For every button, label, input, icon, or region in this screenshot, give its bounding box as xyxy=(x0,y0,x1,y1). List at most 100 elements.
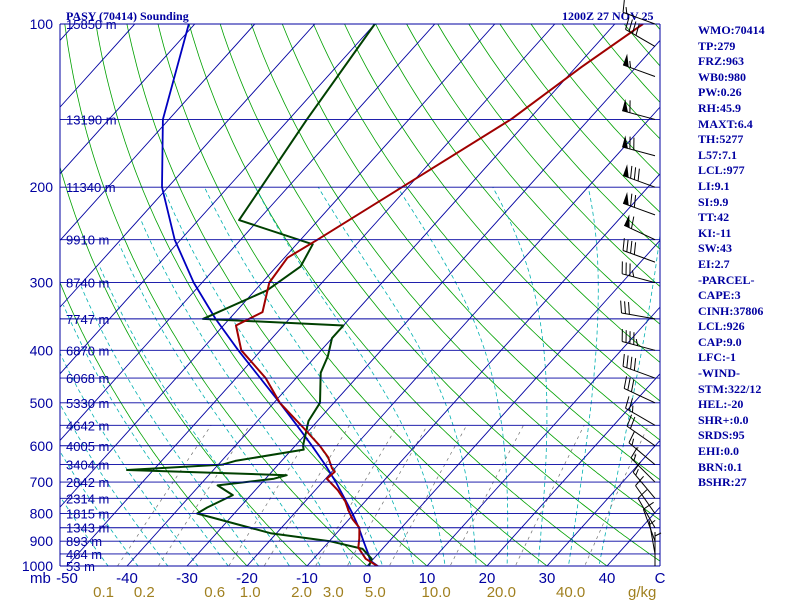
wind-barb xyxy=(622,99,656,120)
mixing-ratio-label: 2.0 xyxy=(291,584,312,600)
temperature-tick-label: -10 xyxy=(296,570,318,587)
moist-adiabat xyxy=(118,244,321,566)
mixing-ratio-label: 40.0 xyxy=(556,584,585,600)
parcel-trace xyxy=(161,24,380,566)
wind-barb-feather xyxy=(635,338,639,346)
dry-adiabat xyxy=(592,24,660,103)
index-line: L57:7.1 xyxy=(698,147,737,162)
index-line: TH:5277 xyxy=(698,132,744,147)
mixing-ratio-line xyxy=(117,425,212,566)
height-label: 893 m xyxy=(66,534,102,549)
isotherm xyxy=(486,373,660,566)
wind-barb-feather xyxy=(633,195,637,208)
isotherm xyxy=(60,24,436,442)
wind-barb-feather xyxy=(630,356,633,370)
pressure-tick-label: 400 xyxy=(30,342,54,358)
dry-adiabat xyxy=(281,24,660,481)
mixing-ratio-label: 0.6 xyxy=(204,584,225,600)
dry-adiabat xyxy=(60,281,248,566)
wind-barb xyxy=(628,431,656,465)
wind-barb xyxy=(622,0,656,25)
wind-barb-feather xyxy=(625,7,628,14)
height-label: 6068 m xyxy=(66,371,109,386)
moist-adiabat xyxy=(492,187,548,566)
wind-barb-feather xyxy=(649,519,656,525)
mixing-ratio-label: 3.0 xyxy=(323,584,344,600)
wind-barb xyxy=(622,135,656,157)
index-line: WB0:980 xyxy=(698,69,746,84)
wind-barb-feather xyxy=(635,475,644,486)
dry-adiabat xyxy=(64,24,368,566)
index-line: -PARCEL- xyxy=(698,272,755,287)
wind-barb-shaft xyxy=(622,110,656,120)
wind-barb-feather xyxy=(654,532,662,537)
pressure-tick-label: 500 xyxy=(30,395,54,411)
moist-adiabat xyxy=(140,219,352,566)
wind-barb xyxy=(623,214,656,241)
plot-area xyxy=(60,24,660,566)
index-line: CINH:37806 xyxy=(698,303,764,318)
height-label: 2314 m xyxy=(66,491,109,506)
dry-adiabat xyxy=(126,24,488,566)
dry-adiabat xyxy=(406,24,660,325)
wind-barb-feather xyxy=(633,167,637,180)
index-line: SRDS:95 xyxy=(698,428,745,443)
pressure-tick-label: 200 xyxy=(30,179,54,195)
isotherm xyxy=(366,239,660,566)
wind-barb-feather xyxy=(643,501,654,510)
wind-barb-shaft xyxy=(621,312,656,320)
wind-barb-feather xyxy=(628,398,633,411)
wind-barb-feather xyxy=(624,301,626,314)
index-line: BRN:0.1 xyxy=(698,459,743,474)
wind-barb-feather xyxy=(637,168,640,182)
dry-adiabat xyxy=(344,24,660,402)
mixing-ratio-line xyxy=(228,425,317,566)
isotherm xyxy=(60,24,316,308)
wind-barb xyxy=(632,461,656,499)
title-right: 1200Z 27 NOV 25 xyxy=(562,9,654,23)
dry-adiabat xyxy=(375,24,660,363)
pressure-unit-label: mb xyxy=(30,570,51,587)
wind-barb-pennant xyxy=(623,191,629,206)
wind-barb-feather xyxy=(629,60,632,68)
index-line: TP:279 xyxy=(698,38,736,53)
wind-barb-shaft xyxy=(622,11,656,25)
height-label: 53 m xyxy=(66,559,95,574)
temperature-tick-label: 30 xyxy=(539,570,556,587)
wind-barb-shaft xyxy=(623,388,656,404)
mixing-ratio-label: 1.0 xyxy=(240,584,261,600)
dry-adiabat xyxy=(250,24,660,521)
wind-barb xyxy=(621,261,656,284)
isotherm xyxy=(306,173,660,566)
wind-barb xyxy=(621,329,656,351)
wind-barb-shaft xyxy=(622,365,656,379)
height-label: 7747 m xyxy=(66,312,109,327)
wind-barb-feather xyxy=(620,300,623,314)
wind-barb-shaft xyxy=(625,407,656,426)
height-label: 2842 m xyxy=(66,475,109,490)
wind-barb xyxy=(622,53,656,77)
isotherm xyxy=(60,24,256,242)
wind-barb-feather xyxy=(630,193,633,207)
temperature-tick-label: -50 xyxy=(56,570,78,587)
wind-barb-shaft xyxy=(628,442,656,465)
wind-barb-feather xyxy=(630,447,638,459)
index-line: WMO:70414 xyxy=(698,23,765,37)
wind-barb-feather xyxy=(629,416,636,429)
mixing-ratio-label: 10.0 xyxy=(422,584,451,600)
wind-barb-feather xyxy=(630,216,635,229)
index-line: CAPE:3 xyxy=(698,288,741,303)
wind-barb xyxy=(654,532,662,566)
wind-barb-feather xyxy=(630,240,633,254)
index-line: BSHR:27 xyxy=(698,475,747,490)
wind-barb-feather xyxy=(628,301,630,315)
moist-adiabat xyxy=(567,187,599,566)
isotherm xyxy=(426,306,660,566)
height-label: 5330 m xyxy=(66,396,109,411)
wind-barb-feather xyxy=(622,0,625,13)
wind-barb-pennant xyxy=(622,99,628,113)
moist-adiabat xyxy=(80,286,260,566)
wind-barb-feather xyxy=(623,376,628,389)
mixing-ratio-label: 20.0 xyxy=(487,584,516,600)
